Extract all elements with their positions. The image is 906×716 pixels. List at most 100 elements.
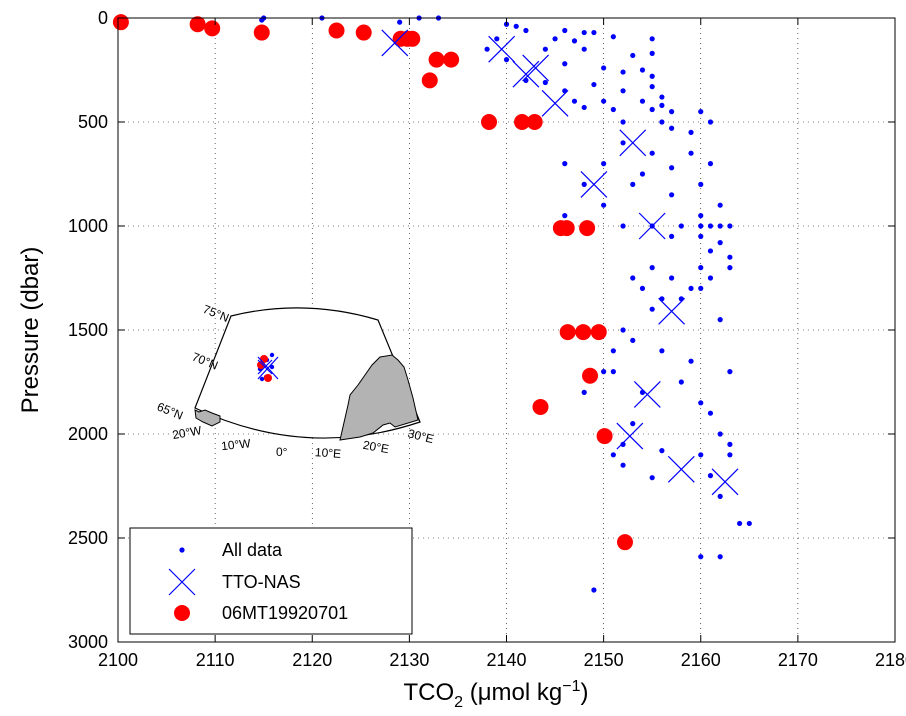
all-data-point bbox=[610, 106, 616, 113]
y-tick-label: 1000 bbox=[68, 216, 108, 236]
all-data-point bbox=[610, 452, 616, 458]
tto-nas-point bbox=[512, 60, 540, 88]
inset-map-lon-label: 30°E bbox=[406, 426, 435, 446]
all-data-point bbox=[571, 98, 578, 104]
x-tick-label: 2150 bbox=[584, 650, 624, 670]
all-data-point bbox=[552, 36, 558, 42]
cruise-06mt-point bbox=[189, 16, 206, 33]
all-data-point bbox=[659, 102, 665, 108]
cruise-06mt-point bbox=[590, 324, 607, 341]
all-data-point bbox=[523, 27, 529, 34]
all-data-point bbox=[639, 285, 646, 291]
all-data-point bbox=[727, 223, 733, 229]
all-data-point bbox=[601, 161, 607, 167]
cruise-06mt-point bbox=[428, 51, 445, 68]
all-data-point bbox=[649, 73, 655, 79]
y-tick-label: 2000 bbox=[68, 424, 108, 444]
cruise-06mt-point bbox=[421, 72, 438, 89]
all-data-point bbox=[649, 306, 655, 312]
all-data-point bbox=[562, 88, 568, 94]
all-data-point bbox=[727, 265, 733, 271]
x-tick-label: 2170 bbox=[778, 650, 818, 670]
cruise-06mt-point bbox=[481, 114, 498, 130]
all-data-point bbox=[649, 106, 655, 113]
all-data-point bbox=[562, 213, 568, 219]
y-tick-label: 500 bbox=[78, 112, 108, 132]
all-data-point bbox=[649, 475, 655, 481]
all-data-point bbox=[727, 441, 733, 447]
all-data-point bbox=[649, 36, 655, 42]
inset-map-station-dot bbox=[269, 364, 275, 370]
all-data-point bbox=[523, 77, 529, 83]
inset-map-lon-label: 20°E bbox=[362, 438, 390, 456]
tto-nas-point bbox=[633, 381, 661, 408]
inset-map-lon-label: 10°W bbox=[220, 436, 251, 453]
legend-label-06mt: 06MT19920701 bbox=[222, 603, 348, 623]
legend-symbols bbox=[168, 547, 196, 621]
all-data-point bbox=[727, 369, 733, 375]
y-tick-label: 0 bbox=[98, 8, 108, 28]
cruise-06mt-point bbox=[559, 324, 576, 341]
all-data-point bbox=[620, 223, 626, 229]
all-data-point bbox=[669, 165, 675, 171]
all-data-point bbox=[649, 265, 655, 271]
x-axis-title-sup: −1 bbox=[562, 678, 580, 695]
tto-nas-point bbox=[658, 297, 686, 325]
all-data-point bbox=[698, 285, 704, 291]
all-data-point bbox=[639, 98, 646, 104]
x-axis-title-close: ) bbox=[581, 679, 589, 706]
inset-map-lon-label: 20°W bbox=[171, 423, 203, 442]
cruise-06mt-point bbox=[328, 22, 345, 39]
all-data-point bbox=[397, 19, 403, 25]
data-markers bbox=[112, 14, 752, 593]
all-data-point bbox=[591, 29, 597, 36]
inset-map-station-dot bbox=[269, 352, 275, 358]
all-data-point bbox=[698, 213, 704, 219]
all-data-point bbox=[620, 140, 626, 146]
x-axis-title: TCO2 (μmol kg−1) bbox=[403, 678, 588, 711]
all-data-point bbox=[698, 452, 704, 458]
all-data-point bbox=[688, 358, 694, 364]
cruise-06mt-point bbox=[112, 14, 129, 31]
all-data-point bbox=[678, 296, 684, 302]
cruise-06mt-point bbox=[532, 398, 549, 415]
all-data-point bbox=[601, 98, 607, 104]
all-data-point bbox=[707, 119, 714, 125]
x-axis-title-main: TCO bbox=[403, 679, 454, 706]
x-axis-title-sub: 2 bbox=[454, 694, 463, 711]
all-data-point bbox=[717, 240, 723, 246]
tto-nas-point bbox=[638, 212, 666, 240]
all-data-point bbox=[620, 69, 626, 75]
all-data-point bbox=[601, 202, 607, 208]
legend-symbol-06mt bbox=[174, 605, 190, 621]
all-data-point bbox=[698, 109, 704, 115]
legend-symbol-all-data bbox=[179, 547, 185, 553]
inset-map-land-iceland bbox=[194, 409, 221, 427]
all-data-point bbox=[630, 337, 636, 343]
all-data-point bbox=[659, 448, 665, 454]
all-data-point bbox=[717, 317, 723, 323]
cruise-06mt-point bbox=[443, 51, 460, 68]
inset-map-lon-label: 10°E bbox=[314, 445, 341, 461]
y-tick-label: 2500 bbox=[68, 528, 108, 548]
cruise-06mt-point bbox=[204, 20, 221, 37]
all-data-point bbox=[717, 554, 723, 560]
all-data-point bbox=[542, 46, 548, 52]
inset-map-lon-label: 0° bbox=[276, 445, 288, 459]
cruise-06mt-point bbox=[526, 114, 543, 130]
tto-nas-point bbox=[580, 170, 608, 198]
tto-nas-point bbox=[522, 54, 550, 82]
all-data-point bbox=[620, 327, 626, 333]
tto-nas-point bbox=[619, 129, 647, 157]
all-data-point bbox=[591, 81, 597, 88]
all-data-point bbox=[698, 554, 704, 560]
all-data-point bbox=[581, 104, 587, 111]
cruise-06mt-point bbox=[579, 220, 596, 237]
all-data-point bbox=[698, 181, 704, 187]
all-data-point bbox=[659, 94, 665, 100]
all-data-point bbox=[639, 67, 646, 73]
all-data-point bbox=[727, 254, 733, 260]
all-data-point bbox=[678, 223, 684, 229]
